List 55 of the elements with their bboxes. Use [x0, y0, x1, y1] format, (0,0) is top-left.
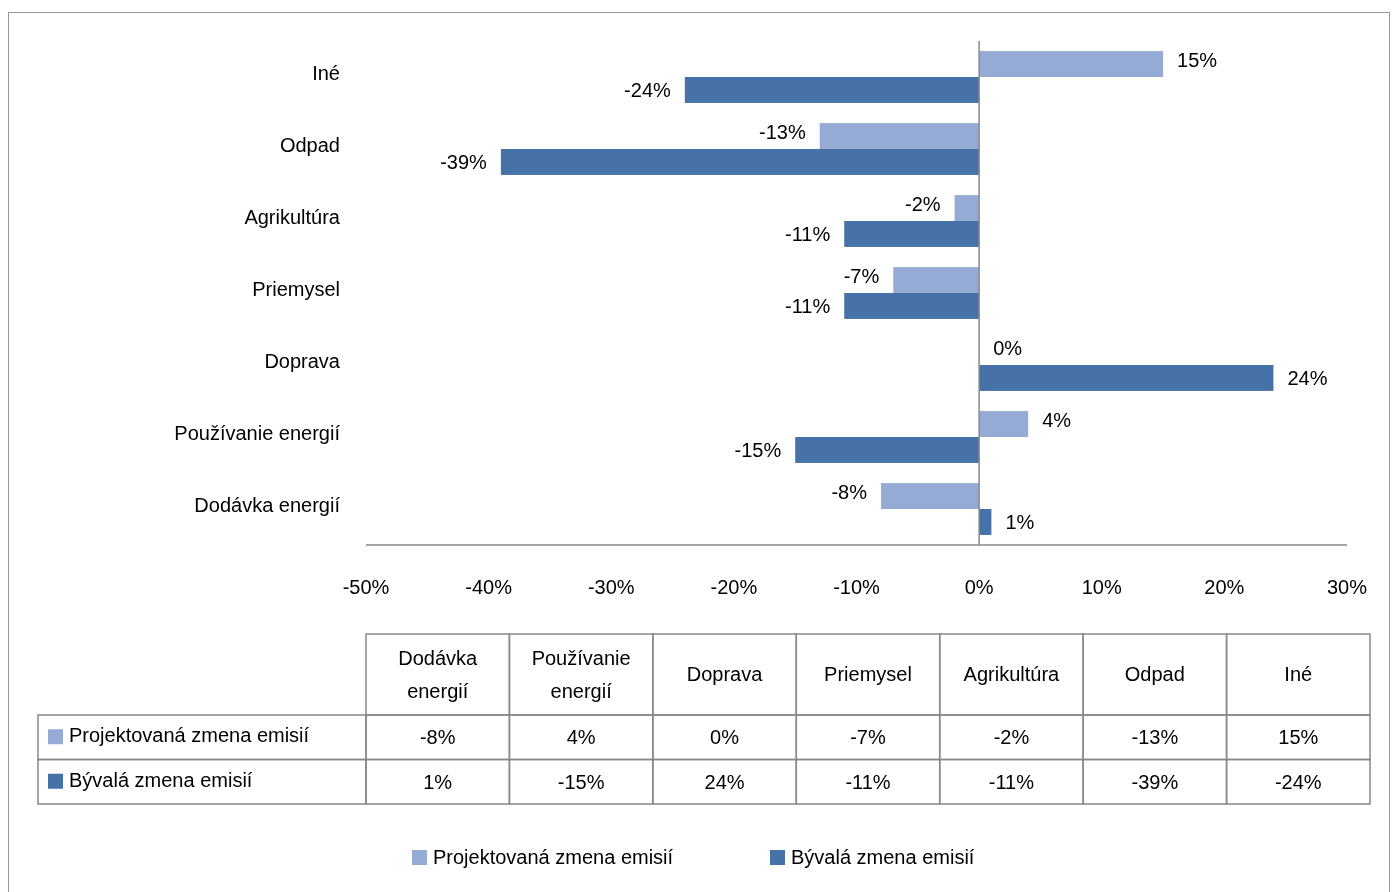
data-label: -15%: [734, 438, 782, 461]
text: -2%: [993, 726, 1030, 749]
category-label: Odpad: [1124, 663, 1185, 685]
text: -11%: [988, 770, 1035, 793]
text: 24%: [704, 770, 745, 793]
category-label: Iné: [1284, 663, 1313, 685]
category-label: Priemysel: [824, 663, 912, 685]
data-label: 0%: [993, 337, 1023, 360]
category-label: Dodávka energií: [398, 646, 478, 702]
category-label: Agrikultúra: [963, 663, 1060, 685]
y-tick-label: Dodávka energií: [194, 494, 341, 516]
text: -11%: [845, 770, 891, 793]
x-tick-label: -20%: [710, 576, 758, 598]
y-tick-label: Doprava: [264, 350, 341, 372]
data-label: 1%: [1005, 510, 1035, 533]
data-label: -39%: [440, 150, 488, 173]
data-label: -11%: [785, 294, 831, 317]
text: 0%: [710, 726, 740, 749]
x-tick-label: 20%: [1204, 576, 1245, 598]
x-tick-label: -40%: [465, 576, 513, 598]
x-tick-label: -50%: [342, 576, 390, 598]
y-tick-label: Iné: [312, 62, 340, 84]
y-tick-label: Priemysel: [252, 278, 340, 300]
data-label: -7%: [843, 265, 880, 288]
y-tick-label: Agrikultúra: [244, 206, 341, 228]
text: -13%: [1131, 726, 1179, 749]
x-tick-label: 30%: [1326, 576, 1368, 598]
text: -7%: [850, 726, 886, 749]
legend-label: Bývalá zmena emisií: [791, 846, 975, 868]
data-label: -24%: [624, 78, 672, 101]
text: 1%: [423, 770, 453, 793]
text: 15%: [1278, 726, 1319, 749]
data-label: 15%: [1177, 49, 1218, 72]
category-label: Doprava: [686, 663, 763, 685]
text: 4%: [566, 726, 596, 749]
data-label: -8%: [831, 481, 868, 504]
y-tick-label: Odpad: [279, 134, 340, 156]
x-tick-label: 0%: [964, 576, 994, 598]
data-label: 24%: [1287, 366, 1328, 389]
x-tick-label: -10%: [833, 576, 881, 598]
data-label: -2%: [905, 193, 941, 216]
x-tick-label: -30%: [587, 576, 635, 598]
legend-label: Projektovaná zmena emisií: [433, 846, 674, 868]
y-tick-label: Používanie energií: [174, 422, 341, 444]
category-label: Používanie energií: [531, 646, 631, 702]
data-label: 4%: [1042, 409, 1072, 432]
x-tick-label: 10%: [1081, 576, 1122, 598]
data-label: -13%: [759, 121, 806, 144]
text: Projektovaná zmena emisií: [69, 724, 310, 747]
text: -15%: [557, 770, 605, 793]
text: -8%: [419, 726, 456, 749]
data-label: -11%: [785, 222, 831, 245]
text: -39%: [1131, 770, 1179, 793]
text: Bývalá zmena emisií: [69, 768, 253, 791]
text: -24%: [1274, 770, 1322, 793]
